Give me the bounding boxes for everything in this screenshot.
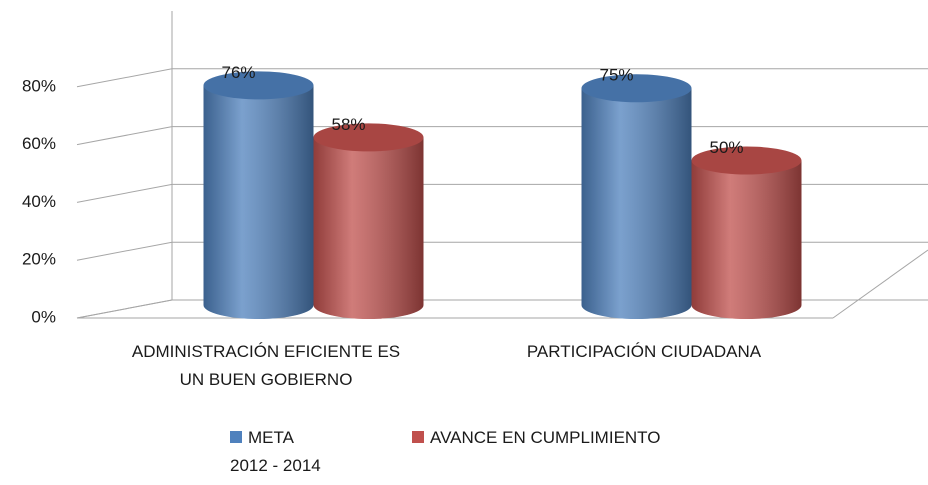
cylinder-top xyxy=(691,146,802,175)
legend-swatch xyxy=(230,431,242,443)
cylinder-shade xyxy=(203,85,314,319)
legend-swatch xyxy=(412,431,424,443)
data-label: 76% xyxy=(221,63,255,82)
cylinder-top-shade xyxy=(313,123,424,152)
data-label: 58% xyxy=(331,115,365,134)
y-tick-label: 20% xyxy=(22,250,56,269)
cylinder-shade xyxy=(691,160,802,319)
cylinder-top xyxy=(203,71,314,100)
legend-item: AVANCE EN CUMPLIMIENTO xyxy=(412,424,660,452)
y-tick-label: 60% xyxy=(22,134,56,153)
cylinder-top xyxy=(313,123,424,152)
legend-label: META 2012 - 2014 xyxy=(230,428,321,475)
y-tick-label: 80% xyxy=(22,76,56,95)
grid-line xyxy=(76,68,928,88)
x-tick-label: PARTICIPACIÓN CIUDADANA xyxy=(526,342,762,361)
wall-edge xyxy=(832,249,928,319)
cylinder xyxy=(313,123,424,319)
cylinder-top-shade xyxy=(691,146,802,175)
legend-label: AVANCE EN CUMPLIMIENTO xyxy=(430,428,661,447)
cylinder-top-shade xyxy=(203,71,314,100)
x-tick-label: ADMINISTRACIÓN EFICIENTE ES UN BUEN GOBI… xyxy=(131,342,401,389)
cylinder xyxy=(203,71,314,319)
y-tick-label: 0% xyxy=(31,307,56,326)
y-tick-label: 40% xyxy=(22,192,56,211)
data-label: 75% xyxy=(599,66,633,85)
cylinder-top-shade xyxy=(581,74,692,103)
cylinder xyxy=(581,74,692,319)
legend-item: META 2012 - 2014 xyxy=(230,424,321,480)
cylinder-top xyxy=(581,74,692,103)
cylinder xyxy=(691,146,802,319)
data-label: 50% xyxy=(709,138,743,157)
cylinder-shade xyxy=(313,137,424,319)
cylinder-shade xyxy=(581,88,692,319)
